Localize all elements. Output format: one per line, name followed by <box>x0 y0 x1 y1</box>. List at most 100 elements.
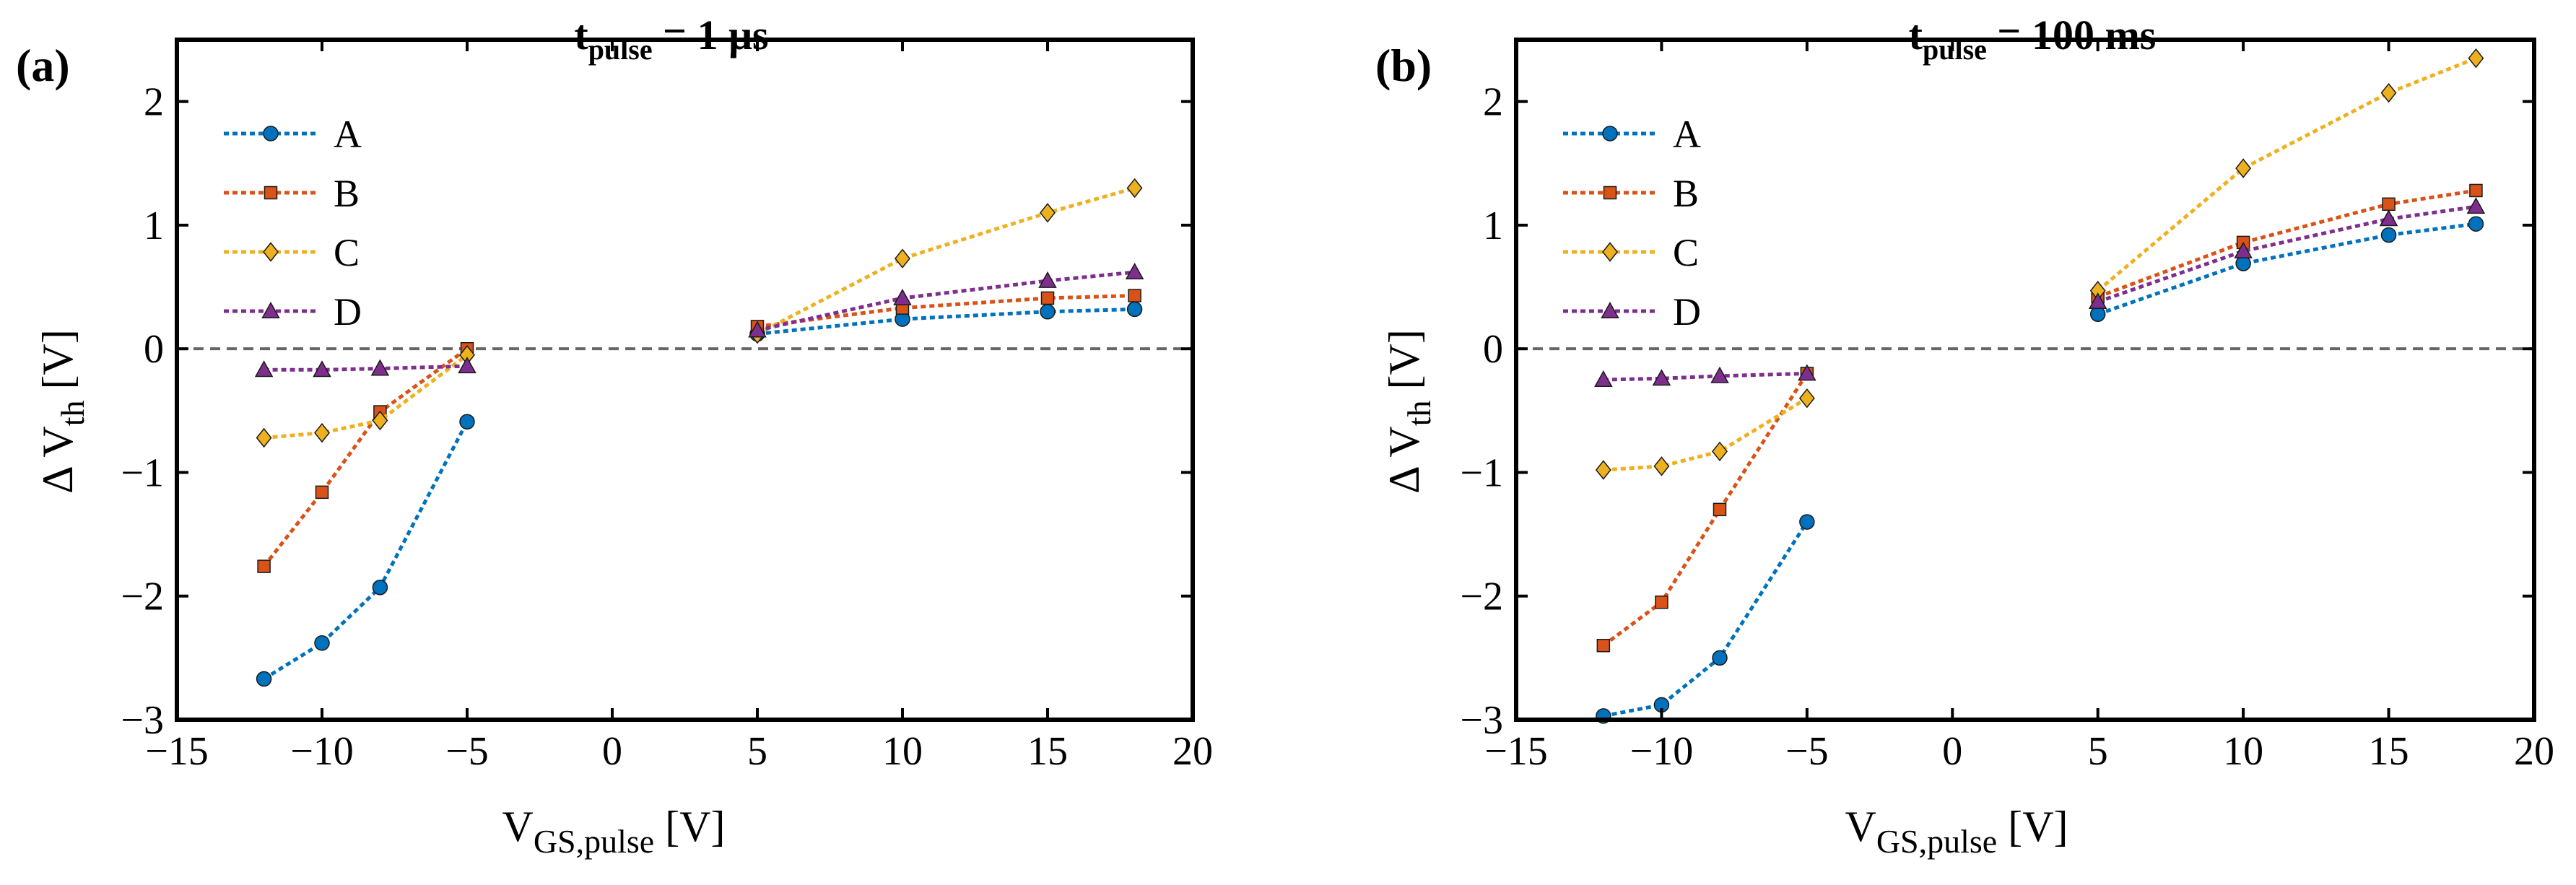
panel-b-x-tick-label: 20 <box>2514 729 2554 774</box>
panel-a-legend-d-label: D <box>334 290 362 333</box>
panel-b-series-b-point <box>1596 638 1611 653</box>
panel-a-legend-c-label: C <box>334 231 360 274</box>
panel-a-legend-c-marker <box>263 242 279 262</box>
panel-b-series-c-line-1 <box>1603 396 1809 472</box>
panel-b-legend-a-label: A <box>1673 113 1701 156</box>
panel-a-series-a-point <box>1126 301 1143 318</box>
panel-a-legend-a-marker <box>263 126 279 141</box>
panel-b-series-c-point <box>2235 158 2252 178</box>
panel-a-x-tick-label: 5 <box>747 729 767 774</box>
panel-b-y-axis-label: Δ Vth [V] <box>1380 329 1437 494</box>
panel-b-series-d-point <box>2234 241 2253 258</box>
panel-b-series-c-point <box>1595 460 1611 480</box>
panel-b-series-c-point <box>1712 441 1728 462</box>
panel-a-series-c-point <box>256 427 272 448</box>
panel-a-letter: (a) <box>16 40 70 91</box>
panel-a-x-tick-label: −15 <box>145 729 209 774</box>
panel-a-series-d-point <box>313 360 331 378</box>
panel-b-series-d-point <box>2466 197 2486 214</box>
panel-b-series-d-point <box>2088 292 2107 310</box>
panel-a-x-tick-label: −5 <box>445 729 489 774</box>
panel-b-series-c-line-2 <box>2097 56 2477 292</box>
panel-a-series-d-line-2 <box>757 270 1135 332</box>
panel-a-series-c-line-1 <box>264 353 469 440</box>
panel-a-x-tick-label: 20 <box>1172 729 1213 774</box>
panel-a-series-a-point <box>459 414 475 430</box>
panel-b-y-tick-label: 2 <box>1483 80 1503 125</box>
panel-a-series-b-point <box>257 559 271 573</box>
panel-a-series-d-point <box>1038 271 1057 288</box>
panel-b-x-tick-label: −5 <box>1785 729 1829 774</box>
panel-a-y-tick-label: −2 <box>121 575 164 619</box>
panel-b-legend-c-marker <box>1602 242 1618 262</box>
panel-a-series-d-point <box>893 288 912 305</box>
panel-a-y-tick-label: 1 <box>144 204 164 248</box>
panel-a-x-tick-label: −10 <box>290 729 354 774</box>
panel-a-series-a-line-1 <box>263 421 469 681</box>
panel-b-y-tick-label: 1 <box>1483 204 1503 248</box>
panel-a-x-tick-label: 10 <box>882 729 923 774</box>
panel-b-y-tick-label: −2 <box>1460 575 1503 619</box>
panel-a-series-a-point <box>256 671 272 687</box>
panel-a-series-b-line-1 <box>262 347 469 568</box>
panel-a-series-c-point <box>372 410 388 431</box>
panel-b: (b) tpulse = 100 ms VGS,pulse [V] Δ Vth … <box>1375 12 2554 860</box>
panel-b-series-b-point <box>1713 502 1727 517</box>
panel-a-series-d-line-1 <box>264 364 468 372</box>
panel-b-series-c-point <box>1798 388 1815 409</box>
panel-b-series-d-point <box>1652 369 1671 386</box>
panel-b-series-d-line-1 <box>1603 371 1807 382</box>
panel-b-x-tick-label: 15 <box>2369 729 2409 774</box>
panel-b-x-tick-label: −15 <box>1484 729 1548 774</box>
panel-b-series-a-point <box>1799 514 1815 530</box>
panel-a-series-a-line-2 <box>757 307 1135 336</box>
panel-b-legend-a-marker <box>1602 126 1618 141</box>
panel-b-axes-box <box>1514 38 2536 722</box>
panel-b-series-a-point <box>2089 306 2106 322</box>
panel-b-series-d-line-2 <box>2097 204 2476 304</box>
panel-a-series-d-point <box>370 359 390 376</box>
panel-b-series-a-line-2 <box>2097 222 2476 316</box>
panel-a-y-tick-label: 2 <box>144 80 164 125</box>
panel-b-x-tick-label: 10 <box>2223 729 2263 774</box>
panel-b-legend-c-label: C <box>1673 231 1699 274</box>
panel-b-y-tick-label: −3 <box>1460 698 1503 743</box>
panel-b-series-b-point <box>2382 197 2396 212</box>
panel-b-series-c-point <box>2468 48 2484 69</box>
panel-b-series-a-line-1 <box>1603 520 1809 718</box>
panel-a-y-tick-label: −3 <box>121 698 164 743</box>
panel-b-y-tick-label: −1 <box>1460 450 1503 495</box>
panel-a-legend-b-marker <box>264 186 278 200</box>
panel-b-series-b-line-1 <box>1602 372 1809 648</box>
panel-a-legend-a-label: A <box>334 113 362 156</box>
panel-a-x-tick-label: 0 <box>602 729 622 774</box>
panel-b-x-tick-label: 5 <box>2088 729 2108 774</box>
panel-b-series-a-point <box>2235 256 2251 271</box>
panel-a-series-c-point <box>1040 203 1056 223</box>
panel-b-series-b-line-2 <box>2097 188 2476 299</box>
panel-b-series-d-point <box>1594 370 1613 387</box>
panel-b-x-tick-label: 0 <box>1942 729 1962 774</box>
panel-b-y-tick-label: 0 <box>1483 327 1503 372</box>
panel-b-x-axis-label: VGS,pulse [V] <box>1845 803 2068 860</box>
panel-a-y-axis-label: Δ Vth [V] <box>34 329 91 494</box>
panel-a-legend-d-marker <box>261 301 280 318</box>
panel-a-series-c-point <box>314 422 330 443</box>
panel-a-series-d-point <box>1125 262 1144 279</box>
panel-a-y-tick-label: 0 <box>144 327 164 372</box>
panel-a-x-axis-label: VGS,pulse [V] <box>502 803 725 860</box>
panel-a-series-c-point <box>895 248 910 269</box>
panel-a-series-c-point <box>1126 178 1143 199</box>
panel-a-series-d-point <box>254 360 274 378</box>
panel-a-series-a-point <box>1040 304 1056 320</box>
panel-a-series-d-point <box>458 357 477 374</box>
panel-a-series-b-line-2 <box>757 294 1135 328</box>
panel-b-letter: (b) <box>1375 40 1432 91</box>
panel-a-series-b-point <box>315 485 329 500</box>
panel-a-axes-box <box>175 38 1195 722</box>
panel-b-x-tick-label: −10 <box>1630 729 1694 774</box>
